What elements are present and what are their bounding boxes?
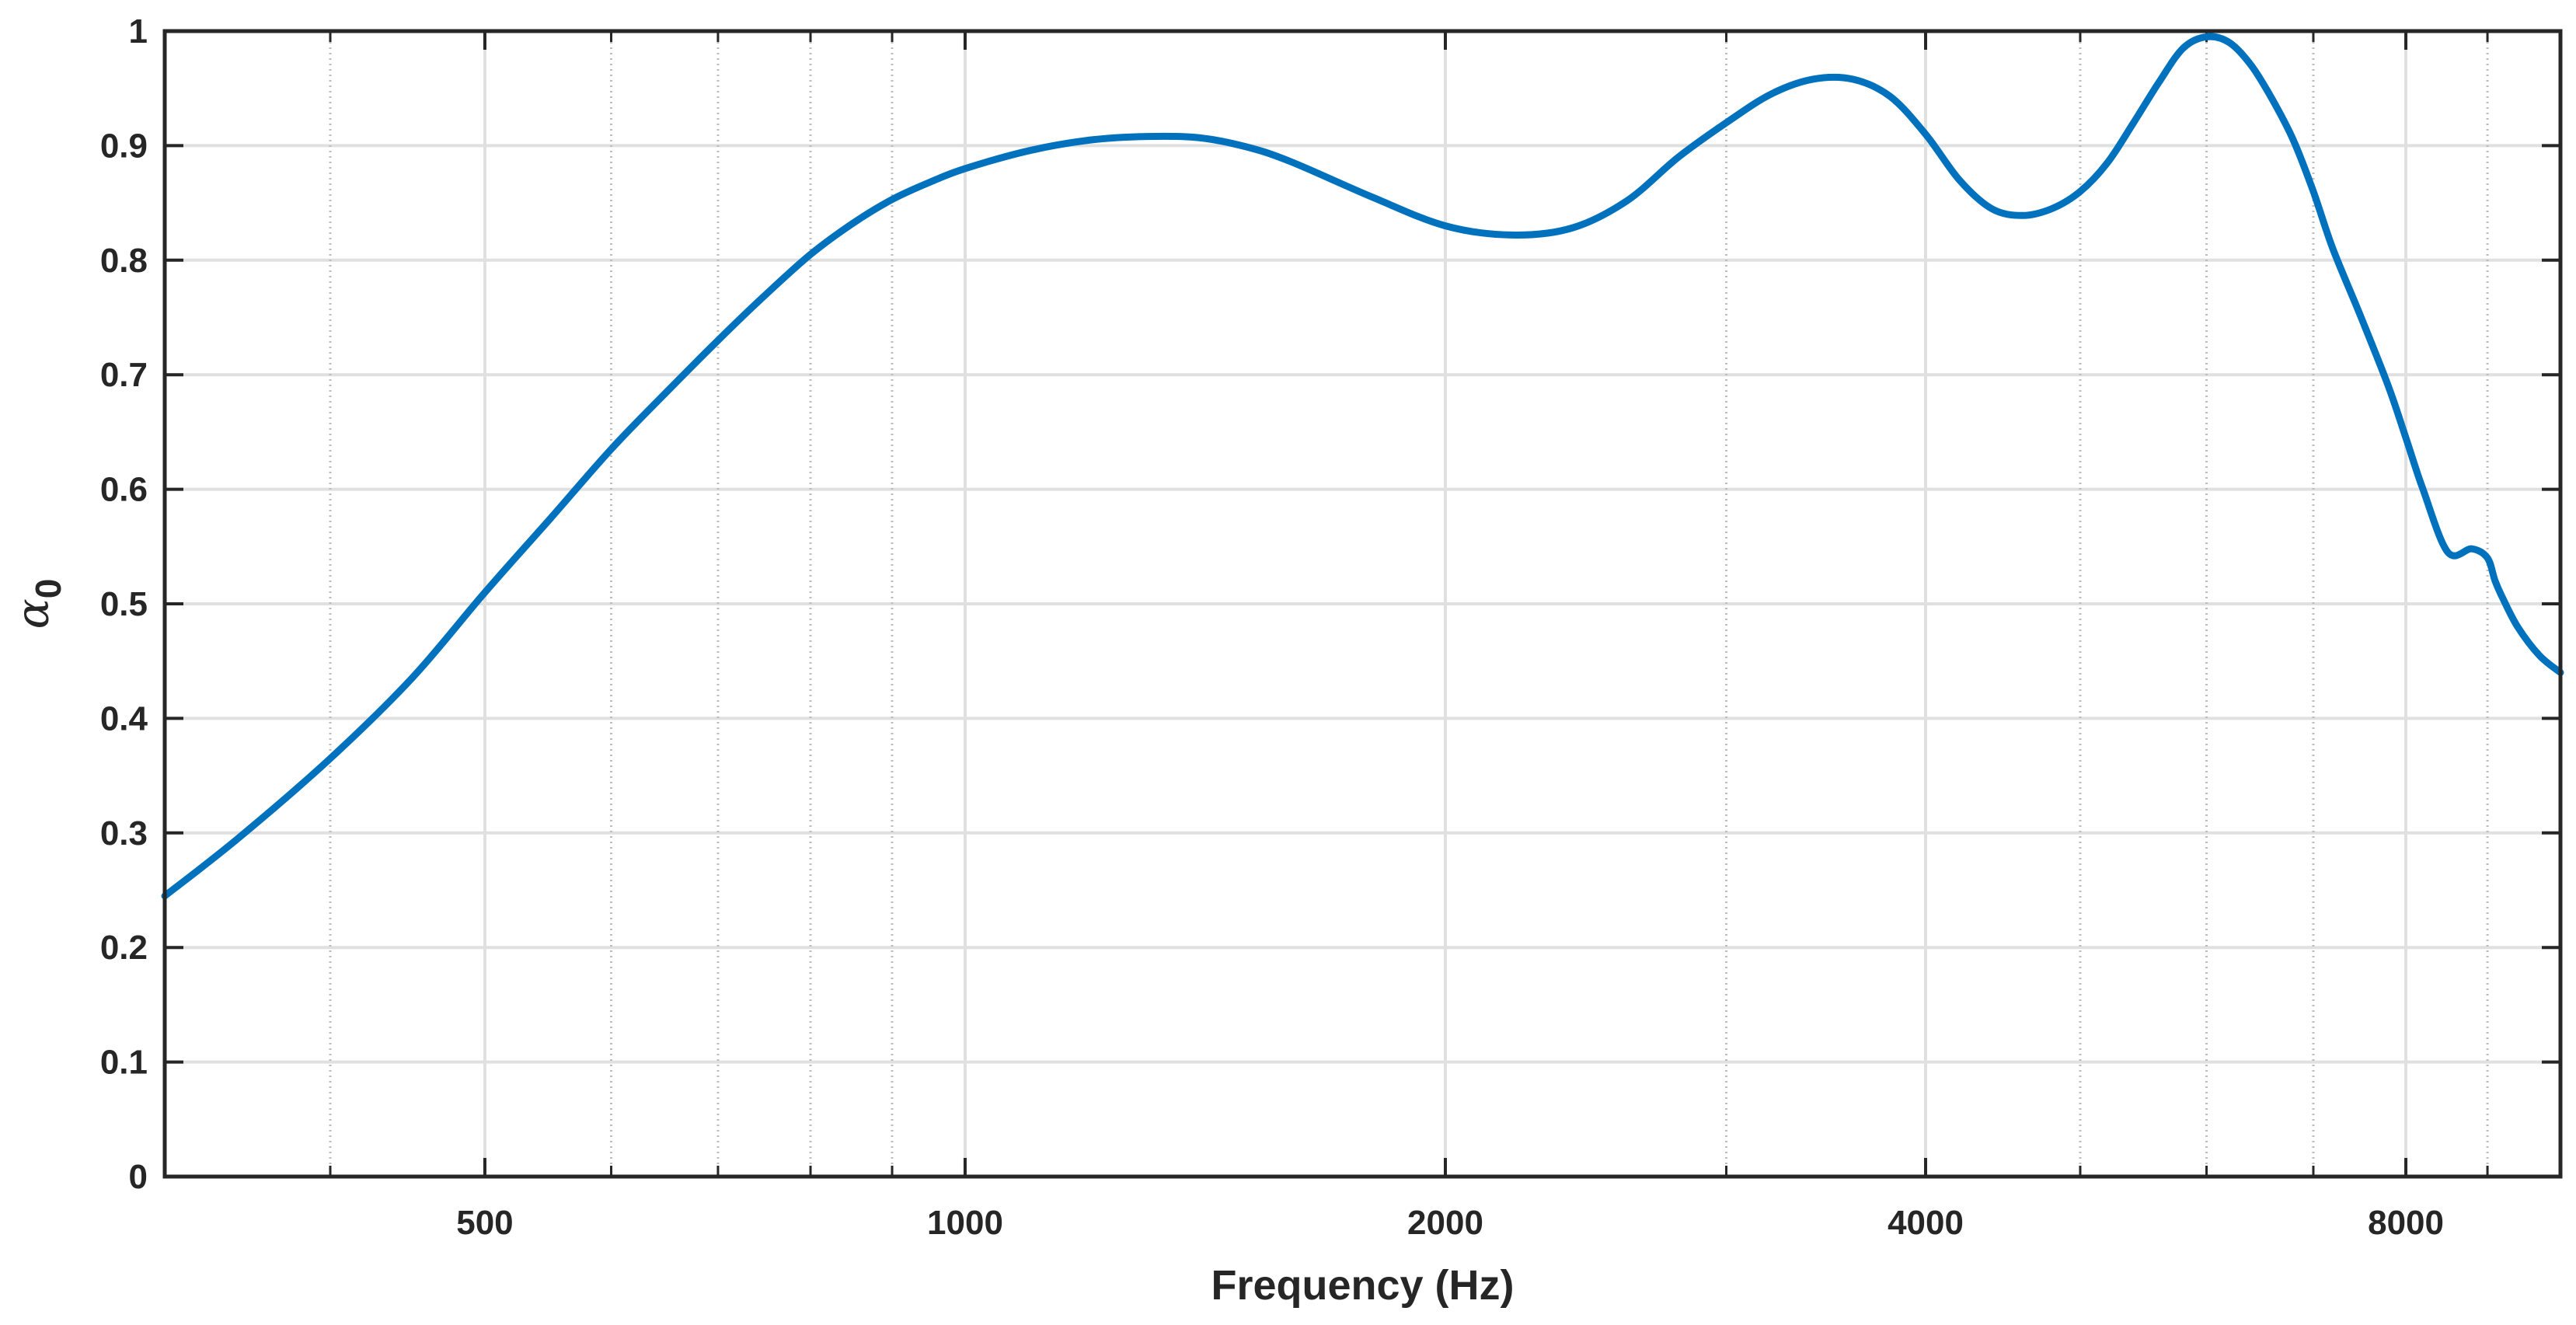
x-tick-labels: 500 1000 2000 4000 8000 (456, 1204, 2444, 1242)
x-tick-label: 2000 (1407, 1204, 1483, 1242)
axes-box (162, 29, 2563, 1179)
y-tick-label: 0.5 (100, 585, 148, 623)
y-tick-label: 0.8 (100, 242, 148, 280)
series-line-group (161, 33, 2564, 900)
x-tick-label: 4000 (1888, 1204, 1964, 1242)
x-tick-label: 8000 (2368, 1204, 2444, 1242)
x-tick-label: 1000 (927, 1204, 1003, 1242)
y-axis-title-subscript: 0 (28, 579, 68, 599)
y-tick-label: 0.1 (100, 1044, 148, 1082)
y-tick-label: 0.6 (100, 471, 148, 509)
y-tick-label: 0.7 (100, 356, 148, 394)
y-axis-title: α0 (6, 579, 68, 629)
y-tick-label: 1 (129, 12, 148, 51)
y-tick-label: 0 (129, 1158, 148, 1196)
y-tick-label: 0.9 (100, 127, 148, 165)
series-line (161, 33, 2564, 900)
y-tick-labels: 0 0.1 0.2 0.3 0.4 0.5 0.6 0.7 0.8 0.9 1 (100, 12, 148, 1196)
x-axis-title: Frequency (Hz) (1211, 1262, 1514, 1309)
grid (165, 31, 2560, 1177)
y-tick-label: 0.2 (100, 929, 148, 967)
y-tick-label: 0.4 (100, 699, 148, 737)
y-axis-title-symbol: α (6, 598, 59, 629)
x-tick-label: 500 (456, 1204, 513, 1242)
y-tick-label: 0.3 (100, 814, 148, 853)
